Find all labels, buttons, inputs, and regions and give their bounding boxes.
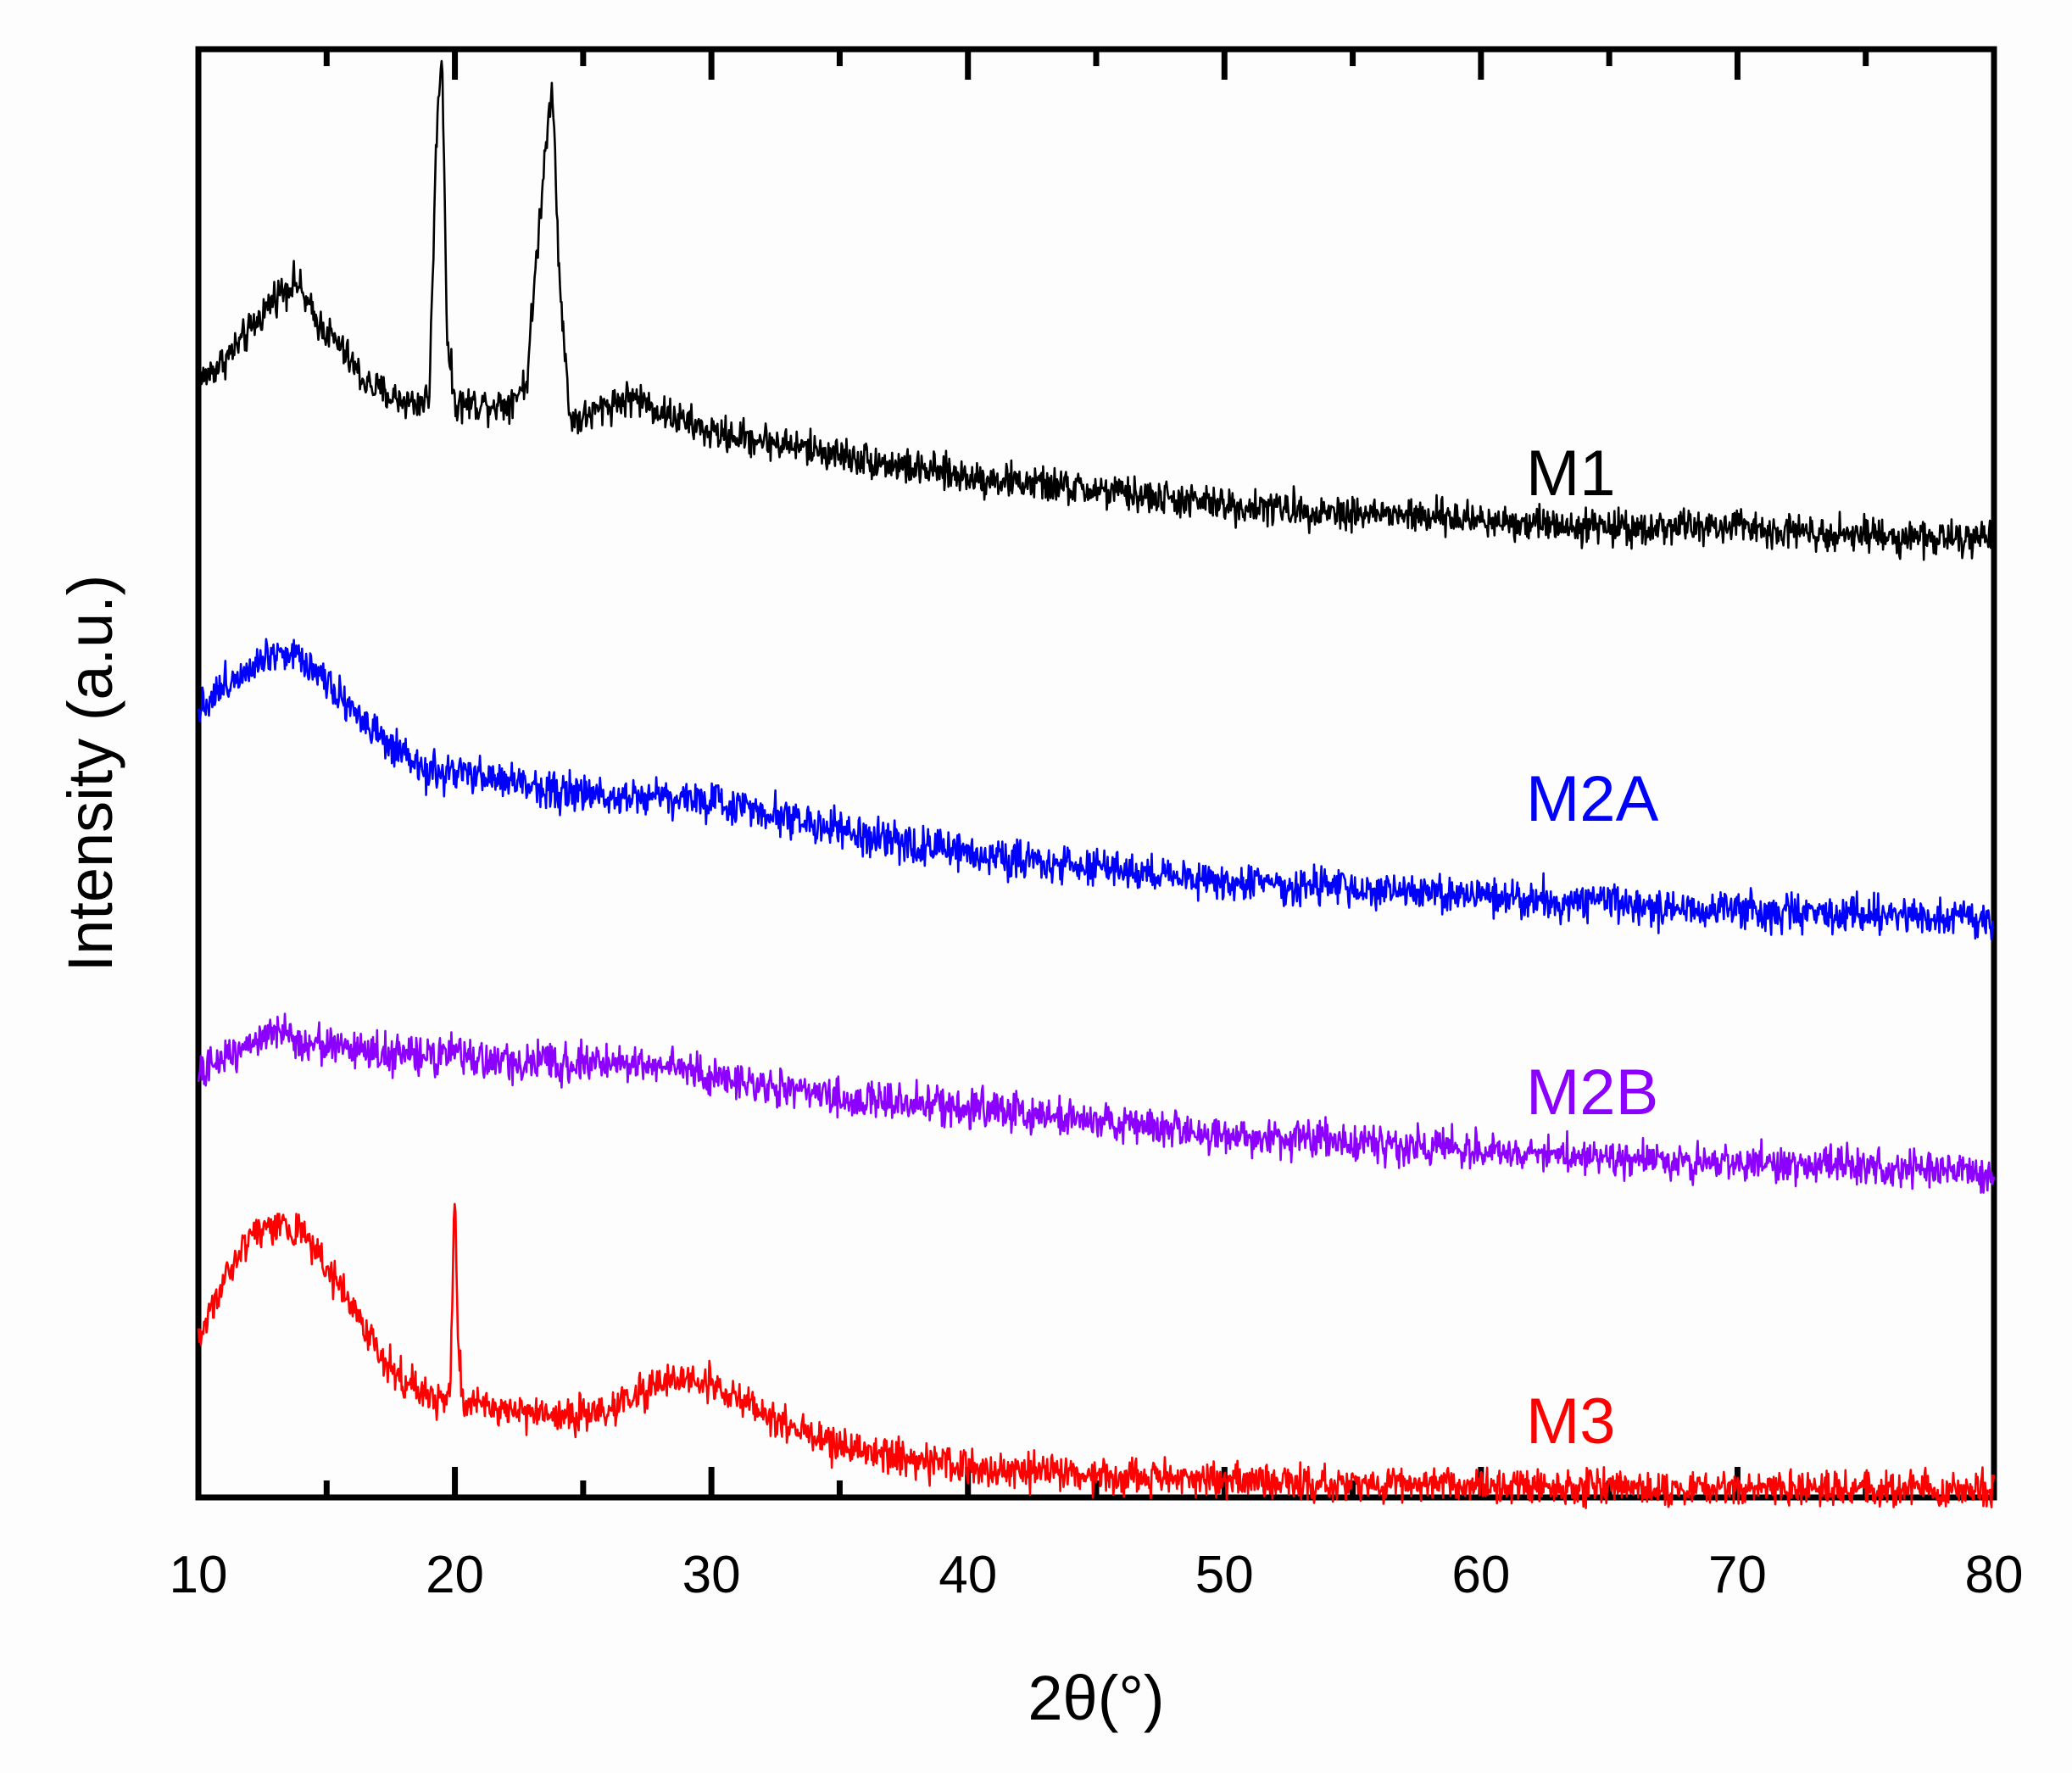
series-line-m2a	[197, 638, 1995, 941]
x-tick-label-60: 60	[1451, 1546, 1510, 1604]
x-tick-label-10: 10	[170, 1546, 228, 1604]
y-axis-title: Intensity (a.u.)	[55, 575, 125, 973]
series-label-m2b: M2B	[1526, 1057, 1658, 1129]
x-tick-label-20: 20	[426, 1546, 484, 1604]
x-tick-label-50: 50	[1195, 1546, 1254, 1604]
x-tick-label-80: 80	[1965, 1546, 2024, 1604]
x-axis-title: 2θ(°)	[1028, 1663, 1164, 1733]
x-axis-tick-labels: 10 20 30 40 50 60 70 80	[170, 1546, 2024, 1604]
x-tick-label-30: 30	[682, 1546, 741, 1604]
x-tick-label-70: 70	[1708, 1546, 1767, 1604]
series-label-m1: M1	[1526, 438, 1616, 510]
series-line-m2b	[197, 1012, 1996, 1194]
x-tick-label-40: 40	[939, 1546, 997, 1604]
series-line-m3	[197, 1202, 1996, 1509]
series-line-m1	[197, 59, 1996, 561]
series-labels: M1 M2A M2B M3	[1526, 438, 1659, 1458]
series-label-m2a: M2A	[1526, 763, 1659, 835]
series-lines	[197, 59, 1996, 1509]
series-label-m3: M3	[1526, 1386, 1616, 1458]
